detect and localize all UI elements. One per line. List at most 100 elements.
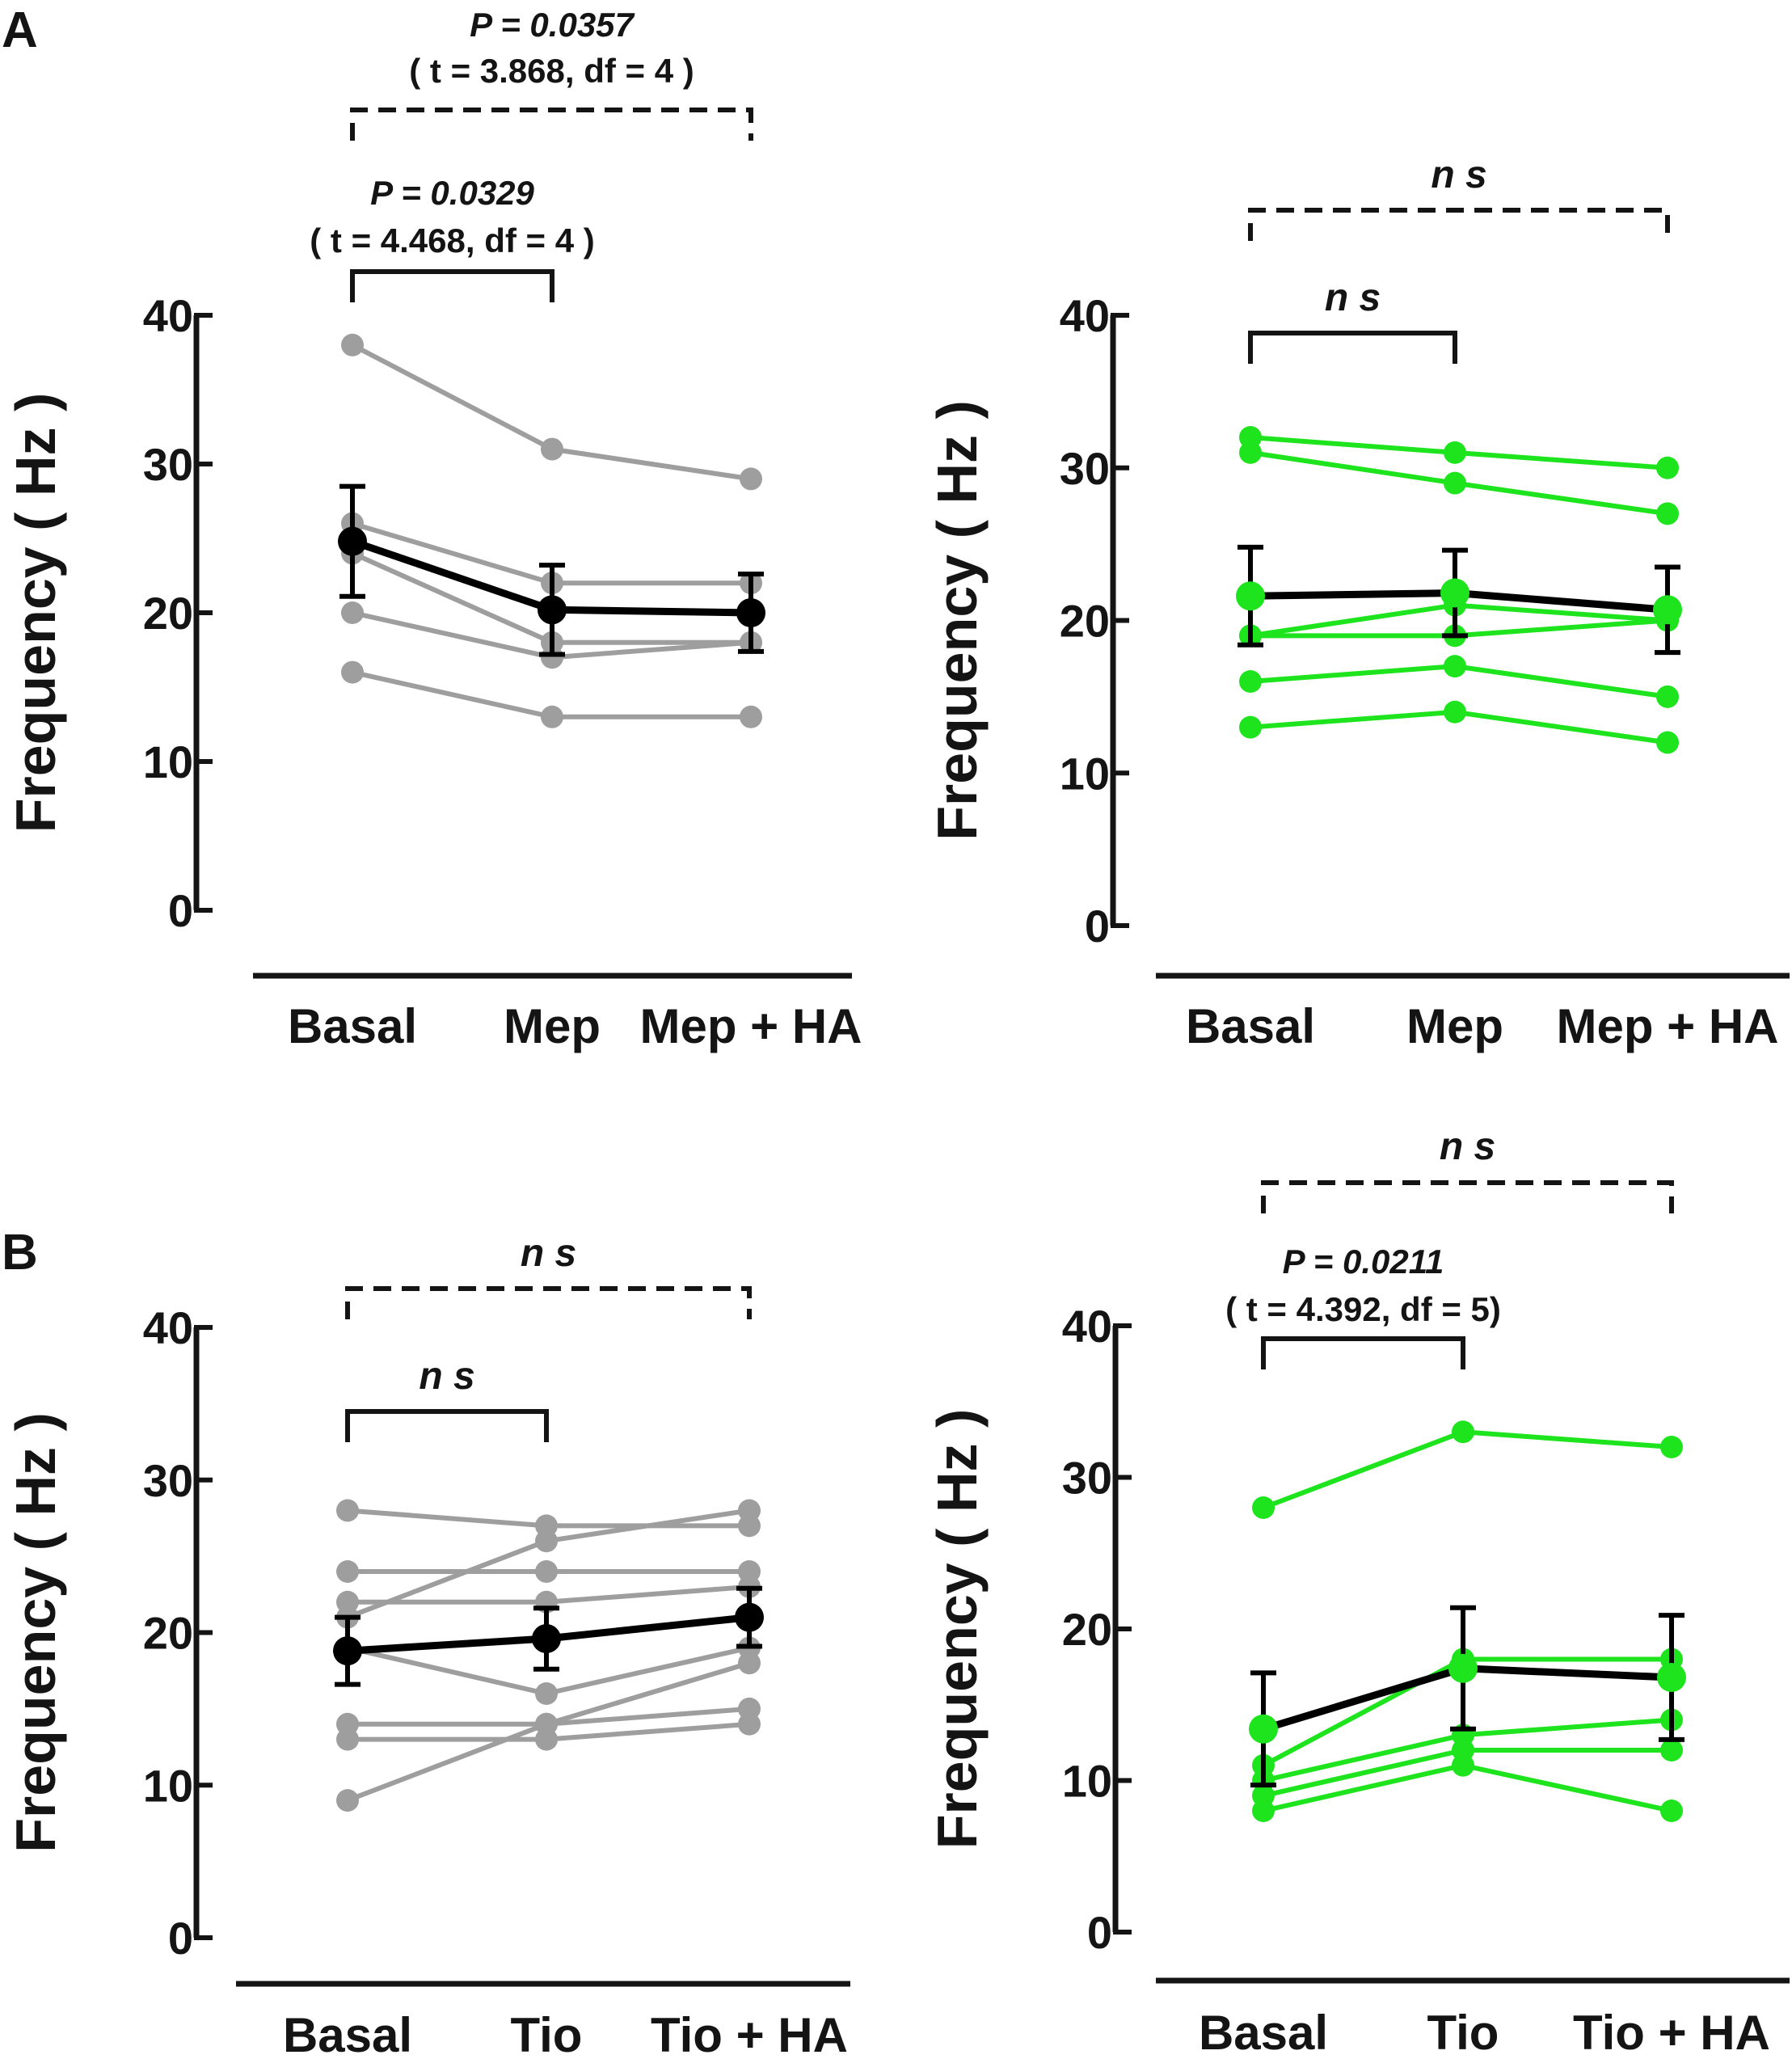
data-point-subject-1 [341, 333, 364, 357]
x-category-label: Mep [1406, 999, 1503, 1053]
data-point-subject-2 [1239, 441, 1262, 464]
x-category-label: Tio [511, 2008, 583, 2059]
charts-container: 0 10 20 30 40 Frequency ( Hz ) Basal Mep Mep + H… [4, 6, 1790, 2059]
panel-letter-b: B [2, 1225, 38, 1281]
data-point-subject-2 [535, 1560, 558, 1583]
mean-point [736, 598, 765, 627]
mean-point [338, 526, 367, 556]
y-tick-label: 0 [168, 885, 193, 936]
data-point-subject-5 [535, 1682, 558, 1705]
data-point-subject-5 [1444, 655, 1466, 678]
ns-label: n s [521, 1232, 576, 1275]
significance-bracket-outer [1261, 1180, 1674, 1213]
ns-label: n s [1431, 154, 1486, 196]
chart-bottom-right: 0 10 20 30 40 Frequency ( Hz ) Basal Tio Tio + H… [926, 1125, 1790, 2059]
data-point-subject-4 [341, 601, 364, 624]
chart-bottom-left: 0 10 20 30 40 Frequency ( Hz ) Basal Tio Tio + H… [4, 1232, 850, 2059]
data-point-subject-5 [541, 705, 563, 728]
t-statistic-label: ( t = 4.468, df = 4 ) [310, 222, 594, 259]
data-point-subject-5 [1660, 1800, 1683, 1822]
significance-bracket-outer [345, 1286, 752, 1319]
data-point-subject-1 [1452, 1420, 1474, 1444]
data-point-subject-2 [1444, 471, 1466, 495]
mean-point [1236, 581, 1265, 611]
mean-point [538, 595, 567, 625]
y-tick-label: 10 [143, 736, 193, 787]
y-tick-label: 20 [143, 1608, 193, 1659]
mean-point [1657, 1663, 1686, 1692]
ns-label: n s [1325, 276, 1381, 319]
significance-bracket-outer [350, 108, 753, 141]
y-tick-label: 30 [143, 1455, 193, 1506]
mean-point [532, 1624, 561, 1654]
y-axis-title: Frequency ( Hz ) [4, 393, 67, 833]
mean-point [1448, 1653, 1478, 1683]
data-point-subject-7 [336, 1728, 359, 1751]
p-value-label: P = 0.0211 [1283, 1243, 1444, 1281]
p-value-label: P = 0.0357 [470, 6, 635, 44]
y-tick-label: 10 [1060, 748, 1110, 799]
y-tick-label: 20 [143, 588, 193, 639]
data-point-subject-1 [1252, 1496, 1275, 1519]
mean-point [1249, 1714, 1278, 1744]
data-point-subject-5 [341, 660, 364, 684]
y-axis-title: Frequency ( Hz ) [926, 1409, 989, 1850]
data-point-subject-2 [1656, 502, 1679, 525]
x-category-label: Basal [1199, 2006, 1328, 2059]
x-category-label: Basal [288, 999, 417, 1053]
data-point-subject-8 [738, 1652, 761, 1675]
data-point-subject-5 [740, 705, 762, 728]
data-point-subject-4 [535, 1529, 558, 1553]
data-point-subject-1 [1444, 441, 1466, 464]
significance-bracket-inner [350, 269, 554, 302]
data-point-subject-7 [738, 1712, 761, 1736]
ns-label: n s [419, 1355, 474, 1398]
y-tick-label: 0 [1085, 901, 1110, 951]
data-point-subject-6 [1444, 700, 1466, 724]
ns-label: n s [1440, 1125, 1495, 1168]
data-point-subject-8 [535, 1712, 558, 1736]
mean-point [333, 1636, 362, 1666]
chart-top-right: 0 10 20 30 40 Frequency ( Hz ) Basal Mep Mep + H… [926, 154, 1790, 1053]
y-tick-label: 30 [143, 439, 193, 490]
y-axis-title: Frequency ( Hz ) [4, 1412, 67, 1853]
significance-bracket-inner [345, 1409, 549, 1442]
t-statistic-label: ( t = 3.868, df = 4 ) [409, 52, 694, 90]
t-statistic-label: ( t = 4.392, df = 5) [1225, 1290, 1501, 1328]
x-category-label: Mep [504, 999, 601, 1053]
data-point-subject-5 [1252, 1800, 1275, 1822]
significance-bracket-outer [1248, 208, 1670, 241]
y-tick-label: 20 [1062, 1604, 1112, 1655]
panel-letter-a: A [2, 2, 38, 58]
x-category-label: Mep + HA [1556, 999, 1778, 1053]
y-tick-label: 0 [168, 1913, 193, 1964]
x-category-label: Tio + HA [651, 2008, 848, 2059]
y-tick-label: 40 [1060, 290, 1110, 341]
data-point-subject-5 [1452, 1753, 1474, 1777]
mean-point [1653, 595, 1682, 625]
data-point-subject-6 [1239, 715, 1262, 739]
data-point-subject-5 [1239, 670, 1262, 693]
x-category-label: Tio [1427, 2006, 1499, 2059]
y-tick-label: 10 [1062, 1756, 1112, 1807]
mean-point [735, 1602, 764, 1632]
data-point-subject-8 [336, 1789, 359, 1812]
significance-bracket-inner [1261, 1336, 1465, 1369]
data-point-subject-1 [541, 437, 563, 461]
y-tick-label: 30 [1060, 443, 1110, 494]
y-tick-label: 40 [143, 1302, 193, 1353]
data-point-subject-4 [541, 646, 563, 669]
chart-top-left: 0 10 20 30 40 Frequency ( Hz ) Basal Mep Mep + H… [4, 6, 862, 1053]
data-point-subject-1 [336, 1499, 359, 1522]
data-point-subject-1 [1656, 456, 1679, 479]
data-point-subject-6 [1656, 731, 1679, 754]
y-tick-label: 20 [1060, 596, 1110, 647]
x-category-label: Mep + HA [639, 999, 862, 1053]
x-category-label: Tio + HA [1573, 2006, 1770, 2059]
x-category-label: Basal [1186, 999, 1315, 1053]
y-tick-label: 40 [143, 290, 193, 341]
mean-point [1440, 578, 1469, 608]
significance-bracket-inner [1248, 331, 1457, 364]
y-axis-title: Frequency ( Hz ) [926, 400, 989, 841]
